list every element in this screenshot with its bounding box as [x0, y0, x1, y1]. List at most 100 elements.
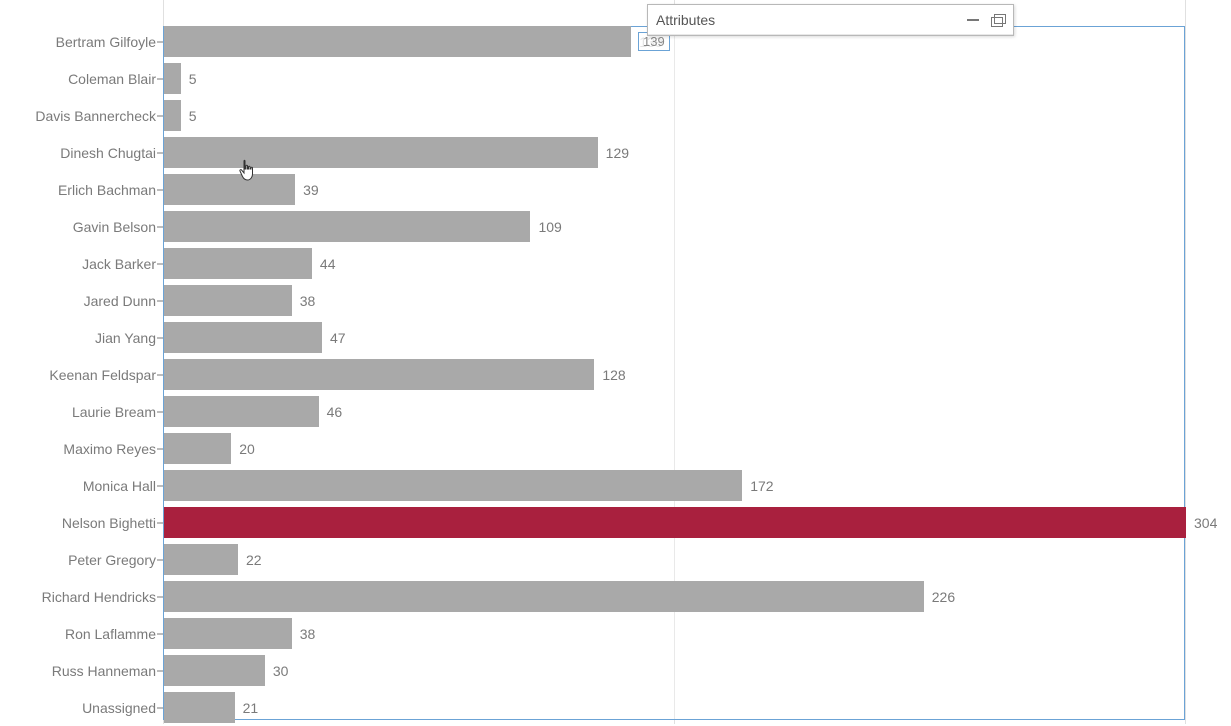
axis-tick: [157, 633, 163, 634]
axis-tick: [157, 41, 163, 42]
bar-rect[interactable]: [164, 211, 530, 242]
bar-row[interactable]: Ron Laflamme 38: [0, 615, 1231, 652]
axis-tick: [157, 707, 163, 708]
minimize-icon[interactable]: [967, 19, 979, 21]
axis-tick: [157, 189, 163, 190]
bar-row[interactable]: Laurie Bream 46: [0, 393, 1231, 430]
bar-rect[interactable]: [164, 248, 312, 279]
bar-value: 172: [750, 478, 773, 494]
axis-tick: [157, 263, 163, 264]
bar-label: Laurie Bream: [72, 404, 156, 420]
bar-row[interactable]: Coleman Blair 5: [0, 60, 1231, 97]
bar-label: Jared Dunn: [84, 293, 156, 309]
bar-row[interactable]: Monica Hall 172: [0, 467, 1231, 504]
bar-rect[interactable]: [164, 433, 231, 464]
bar-row[interactable]: Jack Barker 44: [0, 245, 1231, 282]
bar-label: Unassigned: [82, 700, 156, 716]
bar-row[interactable]: Keenan Feldspar 128: [0, 356, 1231, 393]
bar-label: Jack Barker: [82, 256, 156, 272]
axis-tick: [157, 152, 163, 153]
bar-row[interactable]: Gavin Belson 109: [0, 208, 1231, 245]
bar-label: Erlich Bachman: [58, 182, 156, 198]
bar-label: Dinesh Chugtai: [60, 145, 156, 161]
bar-label: Bertram Gilfoyle: [56, 34, 156, 50]
bar-value: 129: [606, 145, 629, 161]
axis-tick: [157, 115, 163, 116]
bar-label: Gavin Belson: [73, 219, 156, 235]
bar-value: 39: [303, 182, 319, 198]
attributes-panel[interactable]: Attributes: [647, 4, 1014, 36]
bar-label: Nelson Bighetti: [62, 515, 156, 531]
bar-rect[interactable]: [164, 581, 924, 612]
bar-rect[interactable]: [164, 507, 1186, 538]
bar-rect[interactable]: [164, 544, 238, 575]
attributes-panel-header[interactable]: Attributes: [648, 5, 1013, 35]
bar-value: 46: [327, 404, 343, 420]
bar-value: 30: [273, 663, 289, 679]
axis-tick: [157, 596, 163, 597]
bar-value: 21: [243, 700, 259, 716]
bar-value: 226: [932, 589, 955, 605]
axis-tick: [157, 448, 163, 449]
bar-chart: Bertram Gilfoyle139Coleman Blair5Davis B…: [0, 0, 1231, 724]
bar-label: Coleman Blair: [68, 71, 156, 87]
bar-rect[interactable]: [164, 618, 292, 649]
bar-row[interactable]: Jian Yang 47: [0, 319, 1231, 356]
bar-row[interactable]: Bertram Gilfoyle 139: [0, 23, 1231, 60]
attributes-panel-title: Attributes: [656, 12, 967, 28]
bar-value: 47: [330, 330, 346, 346]
axis-tick: [157, 226, 163, 227]
axis-tick: [157, 337, 163, 338]
restore-icon[interactable]: [991, 14, 1005, 25]
selected-value-text: 139: [643, 34, 665, 49]
axis-tick: [157, 559, 163, 560]
bar-label: Davis Bannercheck: [35, 108, 156, 124]
bar-rect[interactable]: [164, 359, 594, 390]
bar-rect[interactable]: [164, 137, 598, 168]
bar-value: 44: [320, 256, 336, 272]
axis-tick: [157, 300, 163, 301]
bar-value: 22: [246, 552, 262, 568]
bar-value: 20: [239, 441, 255, 457]
bar-rect[interactable]: [164, 470, 742, 501]
axis-tick: [157, 411, 163, 412]
axis-tick: [157, 78, 163, 79]
bar-value: 128: [602, 367, 625, 383]
bar-rect[interactable]: [164, 655, 265, 686]
bar-label: Richard Hendricks: [42, 589, 156, 605]
bar-value: 5: [189, 71, 197, 87]
bar-row[interactable]: Richard Hendricks 226: [0, 578, 1231, 615]
attributes-panel-controls: [967, 14, 1005, 25]
bar-value: 38: [300, 293, 316, 309]
bar-label: Russ Hanneman: [52, 663, 156, 679]
bar-rect[interactable]: [164, 322, 322, 353]
bar-row[interactable]: Nelson Bighetti 304: [0, 504, 1231, 541]
bar-rect[interactable]: [164, 100, 181, 131]
bar-label: Jian Yang: [95, 330, 156, 346]
bar-row[interactable]: Maximo Reyes 20: [0, 430, 1231, 467]
bar-label: Peter Gregory: [68, 552, 156, 568]
bar-row[interactable]: Peter Gregory 22: [0, 541, 1231, 578]
bar-row[interactable]: Erlich Bachman 39: [0, 171, 1231, 208]
bar-row[interactable]: Davis Bannercheck 5: [0, 97, 1231, 134]
bar-value: 109: [538, 219, 561, 235]
bar-rect[interactable]: [164, 63, 181, 94]
bar-rect[interactable]: [164, 396, 319, 427]
axis-tick: [157, 522, 163, 523]
axis-tick: [157, 374, 163, 375]
bar-row[interactable]: Russ Hanneman 30: [0, 652, 1231, 689]
bar-rect[interactable]: [164, 26, 631, 57]
bar-row[interactable]: Unassigned 21: [0, 689, 1231, 726]
bar-label: Keenan Feldspar: [49, 367, 156, 383]
bar-label: Monica Hall: [83, 478, 156, 494]
bar-label: Maximo Reyes: [63, 441, 156, 457]
bar-value: 304: [1194, 515, 1217, 531]
bar-label: Ron Laflamme: [65, 626, 156, 642]
bar-rect[interactable]: [164, 285, 292, 316]
bar-value: 38: [300, 626, 316, 642]
bar-rect[interactable]: [164, 692, 235, 723]
bar-rect[interactable]: [164, 174, 295, 205]
bar-value: 5: [189, 108, 197, 124]
bar-row[interactable]: Jared Dunn 38: [0, 282, 1231, 319]
bar-row[interactable]: Dinesh Chugtai 129: [0, 134, 1231, 171]
